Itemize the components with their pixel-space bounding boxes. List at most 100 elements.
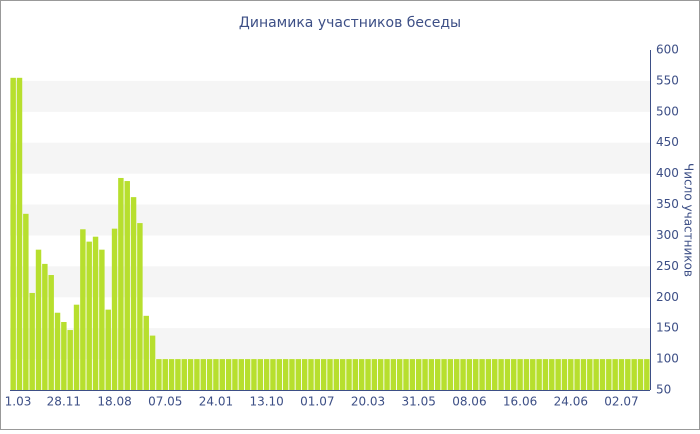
bar: [118, 177, 124, 390]
bar: [466, 359, 473, 390]
bar: [587, 359, 593, 390]
x-tick-label: 31.05: [402, 395, 436, 409]
bar: [327, 359, 333, 390]
bar: [35, 249, 42, 390]
bar: [625, 359, 631, 390]
bar: [352, 359, 359, 390]
bar: [593, 359, 599, 390]
bar: [92, 236, 99, 390]
y-tick-label: 200: [656, 290, 679, 304]
bar: [530, 359, 536, 390]
bar: [599, 359, 606, 390]
x-tick-label: 08.06: [452, 395, 486, 409]
bar: [200, 359, 206, 390]
x-tick-label: 01.07: [300, 395, 334, 409]
bar: [403, 359, 409, 390]
bar: [213, 359, 219, 390]
x-tick-label: 24.01: [199, 395, 233, 409]
bar: [415, 359, 422, 390]
bar: [511, 359, 517, 390]
bar: [580, 359, 587, 390]
bar: [86, 241, 92, 390]
bar: [276, 359, 283, 390]
bar: [143, 315, 149, 390]
bar: [225, 359, 232, 390]
bar: [390, 359, 397, 390]
x-tick-label: 18.08: [97, 395, 131, 409]
bar: [339, 359, 346, 390]
bar: [479, 359, 485, 390]
bar: [460, 359, 466, 390]
bar: [73, 304, 80, 390]
y-tick-label: 50: [656, 383, 671, 397]
grid-band: [10, 80, 650, 112]
bar: [536, 359, 542, 390]
bar: [358, 359, 365, 390]
bar: [61, 322, 67, 390]
bar: [206, 359, 213, 390]
bar: [447, 359, 454, 390]
bar: [434, 359, 441, 390]
bar: [80, 229, 86, 390]
bar: [504, 359, 511, 390]
y-tick-label: 550: [656, 73, 679, 87]
bar: [384, 359, 390, 390]
x-tick-label: 13.10: [249, 395, 283, 409]
bar: [181, 359, 187, 390]
bar: [263, 359, 270, 390]
bar: [175, 359, 181, 390]
bar: [257, 359, 264, 390]
bar: [333, 359, 340, 390]
x-tick-label: 20.03: [351, 395, 385, 409]
bar: [219, 359, 226, 390]
bar: [308, 359, 314, 390]
bar: [644, 359, 650, 390]
bar: [574, 359, 580, 390]
y-tick-label: 400: [656, 166, 679, 180]
bar: [301, 359, 308, 390]
x-tick-label: 28.11: [47, 395, 81, 409]
bar: [612, 359, 618, 390]
bar: [377, 359, 384, 390]
bar: [637, 359, 644, 390]
bar: [244, 359, 251, 390]
y-tick-label: 500: [656, 104, 679, 118]
bar: [251, 359, 257, 390]
bar: [314, 359, 321, 390]
bar: [29, 292, 35, 390]
bar: [232, 359, 238, 390]
grid-band: [10, 204, 650, 236]
bar: [149, 335, 156, 390]
bar: [498, 359, 504, 390]
bar: [67, 330, 73, 390]
chart-title: Динамика участников беседы: [239, 15, 461, 31]
bar: [618, 359, 625, 390]
bar: [396, 359, 403, 390]
bar: [517, 359, 523, 390]
bar: [270, 359, 276, 390]
bar: [631, 359, 637, 390]
bar: [365, 359, 371, 390]
bar: [542, 359, 549, 390]
bar: [561, 359, 568, 390]
bar: [124, 181, 130, 390]
bar: [238, 359, 245, 390]
bar: [42, 263, 48, 390]
bar: [555, 359, 561, 390]
bar: [523, 359, 530, 390]
bar: [428, 359, 435, 390]
bar: [168, 359, 175, 390]
y-tick-label: 100: [656, 352, 679, 366]
x-tick-label: 1.03: [5, 395, 32, 409]
bar: [10, 77, 16, 391]
bar: [568, 359, 574, 390]
y-axis-label: Число участников: [682, 163, 696, 277]
bar: [289, 359, 295, 390]
bar: [187, 359, 194, 390]
bar: [99, 249, 105, 390]
y-tick-label: 600: [656, 43, 679, 57]
x-tick-label: 07.05: [148, 395, 182, 409]
bar: [16, 77, 23, 391]
bar: [371, 359, 378, 390]
bar: [54, 312, 61, 390]
